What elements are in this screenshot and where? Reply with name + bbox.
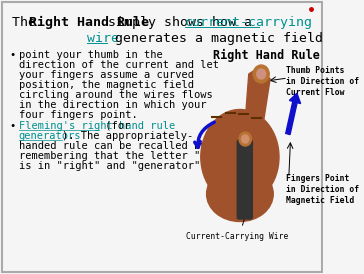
Circle shape: [257, 69, 266, 79]
Text: is in "right" and "generator": is in "right" and "generator": [19, 161, 200, 171]
Circle shape: [253, 65, 269, 83]
FancyArrow shape: [286, 93, 301, 135]
Text: current-carrying: current-carrying: [185, 16, 313, 29]
Text: direction of the current and let: direction of the current and let: [19, 60, 219, 70]
Text: point your thumb in the: point your thumb in the: [19, 50, 162, 60]
Text: ). The appropriately-: ). The appropriately-: [62, 131, 193, 141]
Text: (for: (for: [99, 121, 130, 131]
Text: generates a magnetic field: generates a magnetic field: [107, 32, 323, 45]
Text: •: •: [10, 50, 16, 60]
Text: Right Hand Rule: Right Hand Rule: [213, 49, 320, 62]
Text: simply shows how a: simply shows how a: [99, 16, 260, 29]
Text: The: The: [12, 16, 44, 29]
Text: in the direction in which your: in the direction in which your: [19, 100, 206, 110]
Text: circling around the wires flows: circling around the wires flows: [19, 90, 213, 100]
FancyBboxPatch shape: [2, 2, 322, 272]
Circle shape: [239, 132, 252, 146]
Circle shape: [242, 135, 249, 143]
Ellipse shape: [207, 167, 273, 221]
Text: Fleming's right hand rule: Fleming's right hand rule: [19, 121, 175, 131]
Text: Current-Carrying Wire: Current-Carrying Wire: [186, 232, 288, 241]
Text: •: •: [10, 121, 16, 131]
Text: Thumb Points
in Direction of
Current Flow: Thumb Points in Direction of Current Flo…: [286, 66, 359, 97]
Ellipse shape: [201, 110, 279, 204]
Text: position, the magnetic field: position, the magnetic field: [19, 80, 194, 90]
Text: generators: generators: [19, 131, 81, 141]
Text: Fingers Point
in Direction of
Magnetic Field: Fingers Point in Direction of Magnetic F…: [286, 174, 359, 205]
Polygon shape: [246, 67, 270, 124]
Text: your fingers assume a curved: your fingers assume a curved: [19, 70, 194, 80]
FancyBboxPatch shape: [237, 140, 252, 219]
Text: handed rule can be recalled by: handed rule can be recalled by: [19, 141, 206, 151]
Text: wire: wire: [87, 32, 119, 45]
Text: four fingers point.: four fingers point.: [19, 110, 137, 120]
Text: remembering that the letter "g": remembering that the letter "g": [19, 151, 213, 161]
Text: Right Hand Rule: Right Hand Rule: [29, 16, 149, 29]
